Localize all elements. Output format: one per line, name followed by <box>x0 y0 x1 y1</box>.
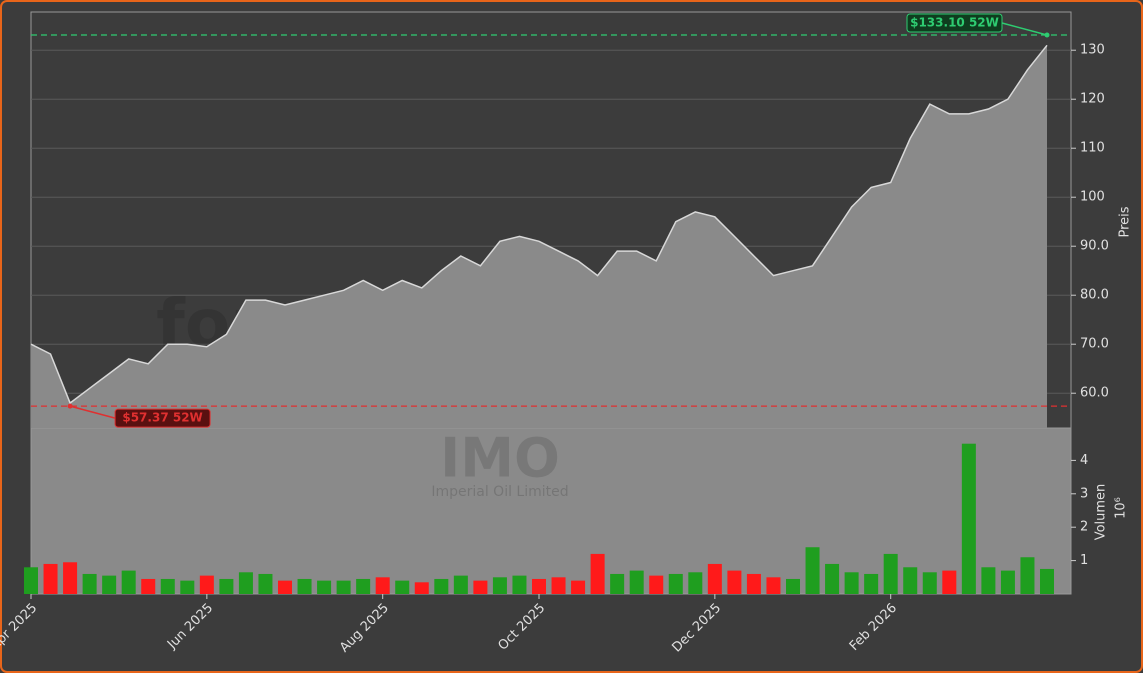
volume-bar <box>1000 570 1015 594</box>
y-tick-label: 130 <box>1080 43 1105 58</box>
volume-bar <box>24 567 38 594</box>
volume-bar <box>336 580 351 594</box>
volume-bar <box>63 562 78 594</box>
annotation-label: $133.10 52W <box>910 16 999 30</box>
y-tick-label: 120 <box>1080 92 1105 107</box>
volume-bar <box>649 575 664 594</box>
volume-bar <box>590 553 605 594</box>
volume-bar <box>317 580 332 594</box>
volume-bar <box>688 572 703 594</box>
volume-bar <box>610 573 625 594</box>
volume-bar <box>942 570 957 594</box>
volume-bar <box>629 570 644 594</box>
volume-bar <box>571 580 586 594</box>
volume-bar <box>864 573 879 594</box>
volume-bar <box>278 580 292 594</box>
annotation-box <box>114 408 211 428</box>
volume-bar <box>199 575 214 594</box>
volume-bar <box>395 580 410 594</box>
y-tick-label: 70.0 <box>1080 337 1109 352</box>
watermark-subtitle: Imperial Oil Limited <box>431 484 568 500</box>
volume-bar <box>160 578 175 594</box>
volume-bar <box>512 575 527 594</box>
y-tick-label: 3 <box>1080 486 1088 501</box>
volume-bar <box>727 570 742 594</box>
volume-bar <box>258 573 273 594</box>
volume-bar <box>1020 557 1035 594</box>
volume-bar <box>356 578 371 594</box>
offset-text: 10⁶ <box>1114 497 1129 519</box>
volume-bar <box>297 578 312 594</box>
watermark-title: IMO <box>440 427 560 490</box>
y-tick-label: 1 <box>1080 553 1088 568</box>
y-axis-label: Volumen <box>1094 484 1109 541</box>
y-tick-label: 4 <box>1080 453 1088 468</box>
price-line <box>30 44 1048 405</box>
annotation-arrow <box>1001 22 1048 36</box>
volume-bar <box>707 563 722 594</box>
volume-bar <box>766 577 781 594</box>
annotation-box <box>906 13 1003 33</box>
annotation-label: $57.37 52W <box>122 411 202 425</box>
volume-bar <box>492 577 507 594</box>
volume-bar <box>453 575 468 594</box>
volume-bar <box>434 578 449 594</box>
y-tick-label: 100 <box>1080 190 1105 205</box>
volume-bar <box>961 443 976 594</box>
annotation-point <box>1044 32 1050 38</box>
price-area <box>31 45 1047 429</box>
y-tick-label: 60.0 <box>1080 386 1109 401</box>
volume-bar <box>532 578 546 594</box>
volume-bar <box>121 570 136 594</box>
volume-bar <box>746 573 761 594</box>
volume-bar <box>375 577 390 594</box>
volume-bar <box>141 578 156 594</box>
volume-bar <box>414 582 429 594</box>
volume-bar <box>981 567 996 594</box>
volume-bar <box>786 578 800 594</box>
y-tick-label: 2 <box>1080 520 1088 535</box>
volume-bar <box>82 573 97 594</box>
volume-bar <box>102 575 117 594</box>
volume-bar <box>43 563 58 594</box>
annotation-arrow <box>69 405 116 419</box>
y-axis-label: Preis <box>1118 206 1133 237</box>
y-tick-label: 110 <box>1080 141 1105 156</box>
y-tick-label: 80.0 <box>1080 288 1109 303</box>
volume-bar <box>1040 568 1054 594</box>
volume-bar <box>922 572 937 594</box>
volume-bar <box>883 553 898 594</box>
annotation-point <box>67 403 73 409</box>
volume-bar <box>473 580 488 594</box>
volume-bar <box>903 567 918 594</box>
volume-bar <box>238 572 253 594</box>
volume-bar <box>219 578 234 594</box>
volume-bar <box>805 547 820 594</box>
volume-bar <box>844 572 859 594</box>
volume-bar <box>668 573 683 594</box>
volume-bar <box>180 580 195 594</box>
volume-bar <box>551 577 566 594</box>
volume-bar <box>825 563 840 594</box>
y-tick-label: 90.0 <box>1080 239 1109 254</box>
